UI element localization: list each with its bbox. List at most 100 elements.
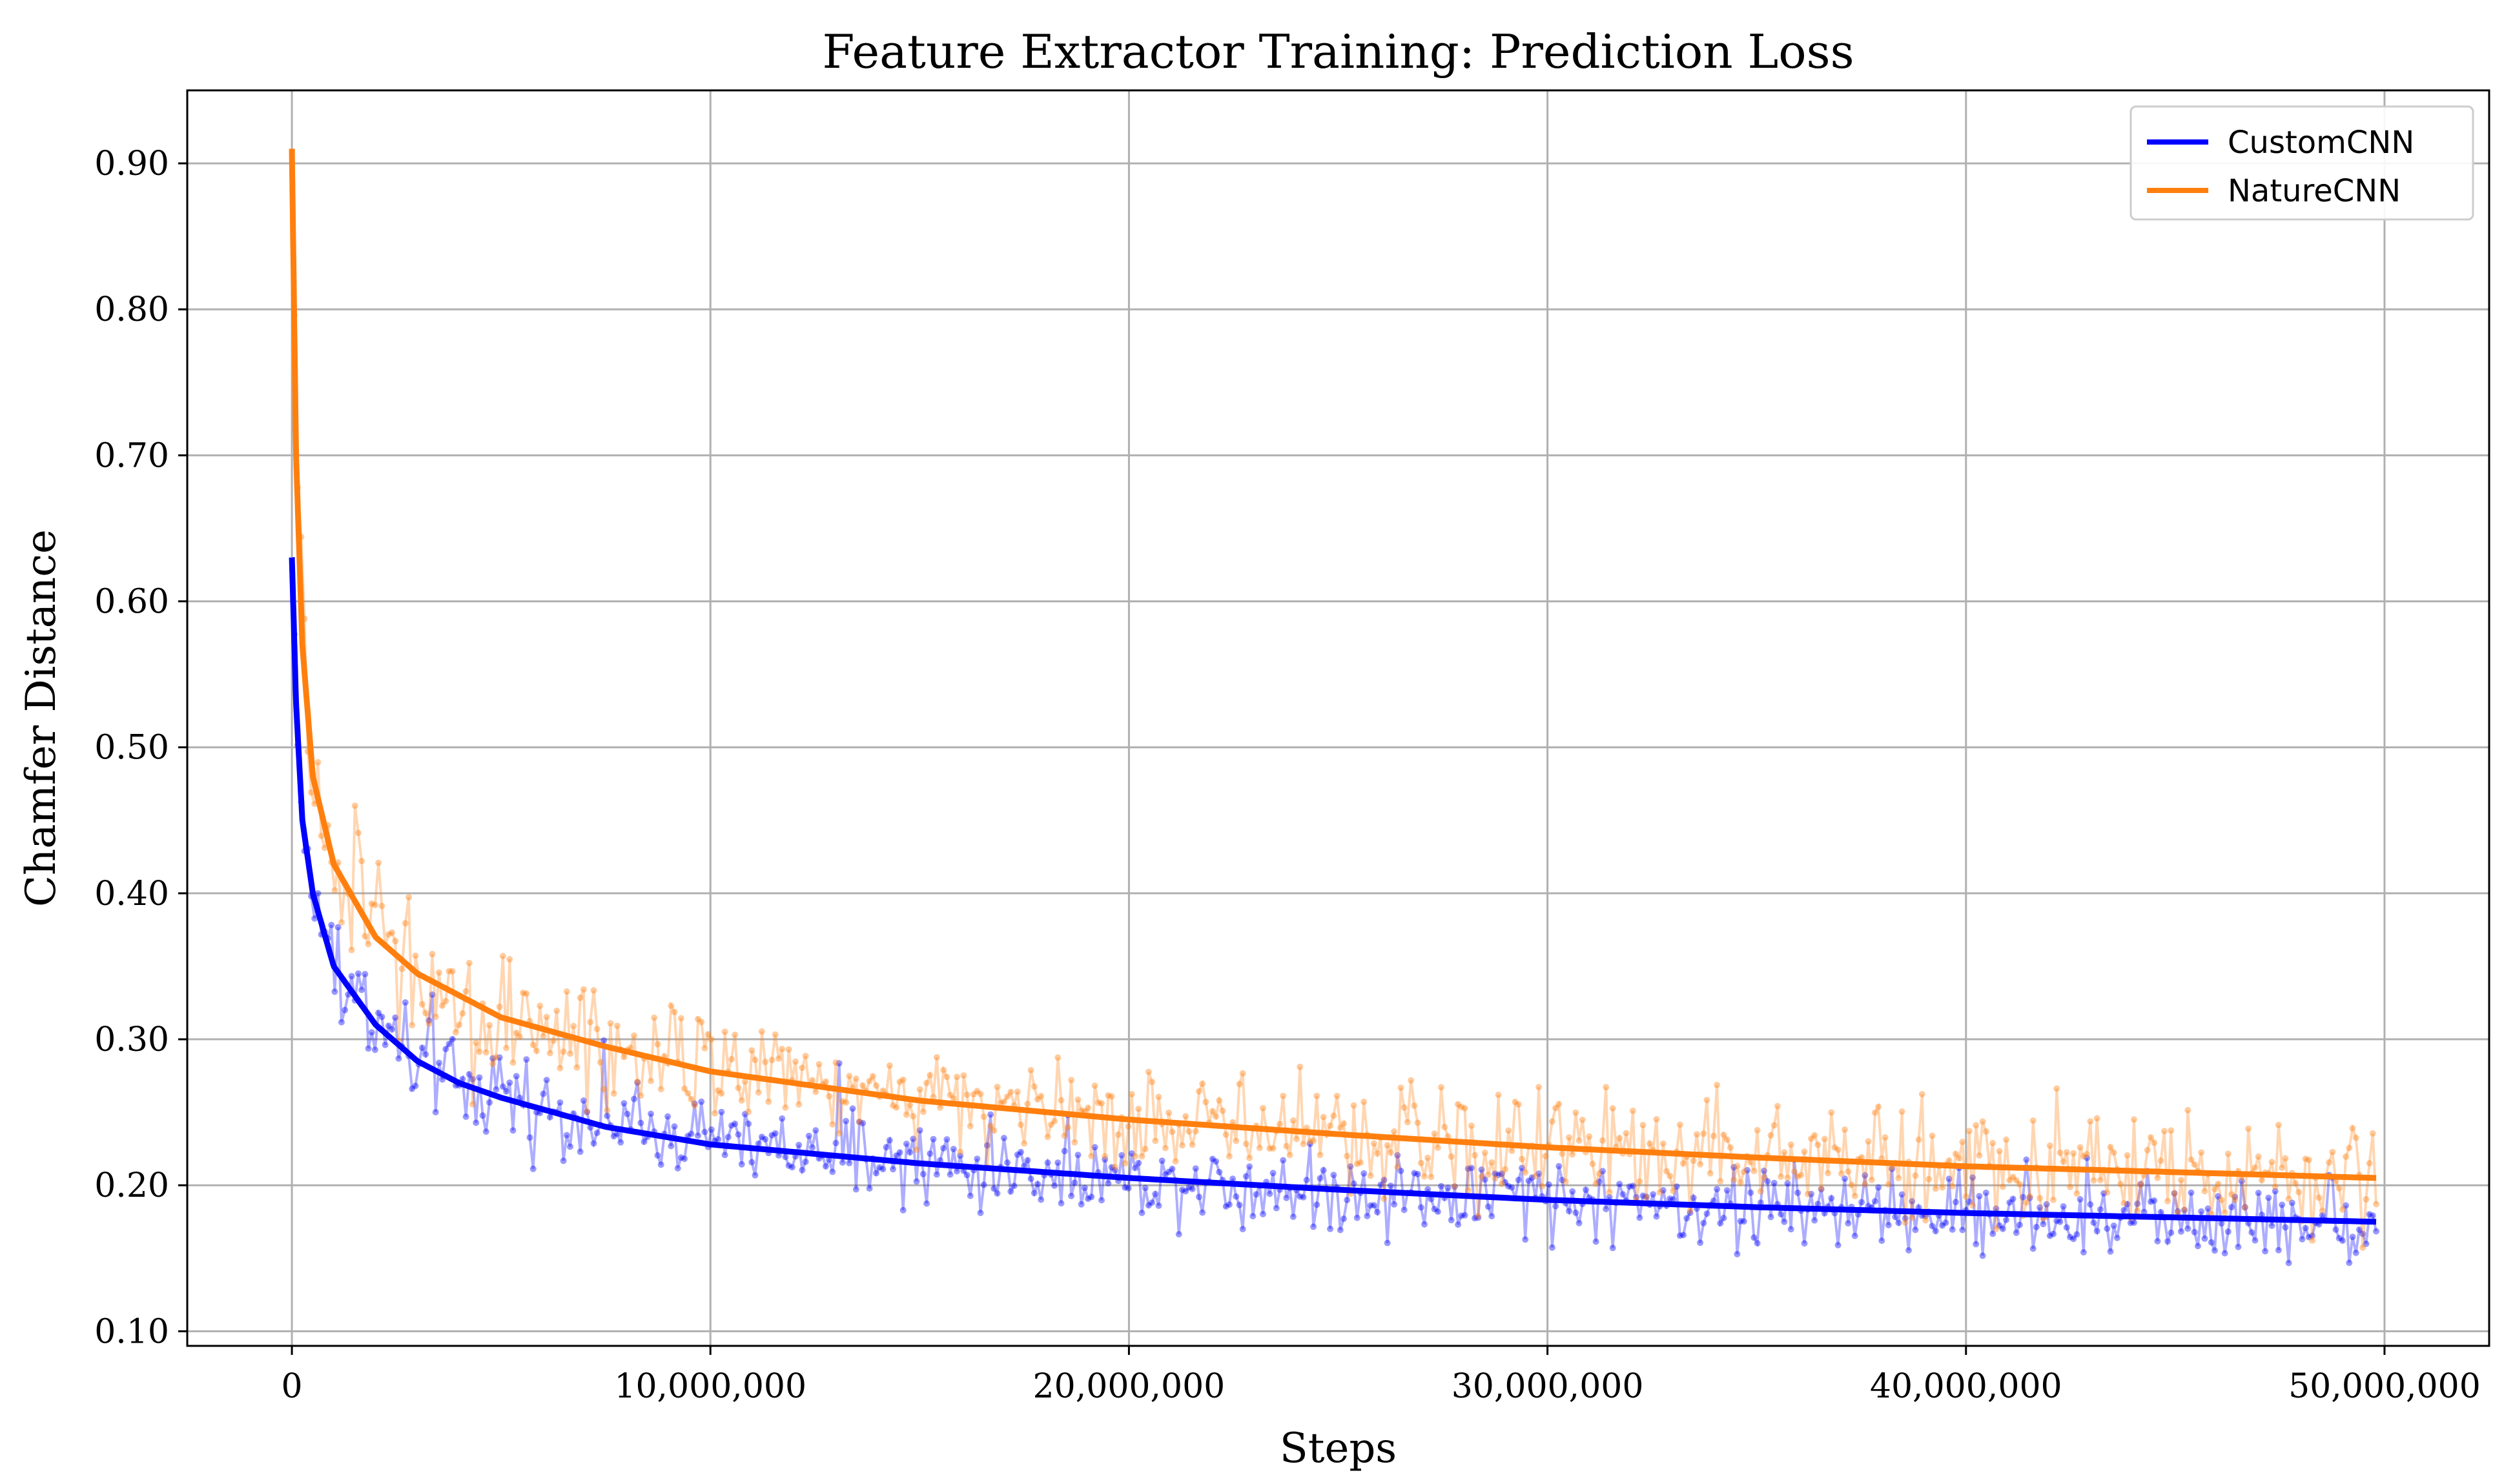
raw-point xyxy=(1138,1210,1145,1216)
raw-point xyxy=(688,1095,695,1103)
y-tick-label: 0.20 xyxy=(94,1166,169,1205)
raw-point xyxy=(698,1098,705,1105)
raw-point xyxy=(1108,1093,1115,1100)
raw-point xyxy=(2177,1228,2184,1235)
raw-point xyxy=(2288,1199,2295,1206)
legend-label-naturecnn: NatureCNN xyxy=(2228,173,2401,209)
raw-point xyxy=(2124,1152,2131,1159)
raw-point xyxy=(2252,1237,2259,1244)
raw-point xyxy=(516,1033,523,1041)
raw-point xyxy=(2232,1196,2239,1203)
raw-point xyxy=(1058,1200,1065,1207)
raw-point xyxy=(2285,1259,2292,1266)
raw-point xyxy=(1313,1201,1320,1208)
raw-point xyxy=(600,1037,608,1044)
raw-point xyxy=(974,1155,981,1163)
raw-point xyxy=(910,1135,917,1143)
raw-point xyxy=(435,1059,442,1066)
raw-point xyxy=(873,1170,879,1177)
raw-point xyxy=(1283,1194,1290,1201)
raw-point xyxy=(1680,1160,1687,1167)
raw-point xyxy=(2181,1206,2188,1214)
raw-point xyxy=(368,900,375,907)
raw-point xyxy=(1979,1252,1986,1259)
raw-point xyxy=(2252,1164,2259,1171)
raw-point xyxy=(1061,1132,1068,1139)
raw-point xyxy=(1915,1136,1922,1143)
raw-point xyxy=(634,1079,641,1086)
raw-point xyxy=(954,1073,960,1081)
raw-point xyxy=(1374,1150,1381,1157)
fit-curve-naturecnn xyxy=(289,146,2377,1181)
raw-point xyxy=(1505,1183,1512,1190)
raw-point xyxy=(1778,1211,1785,1217)
raw-point xyxy=(1740,1168,1747,1175)
raw-point xyxy=(2309,1237,2315,1244)
raw-point xyxy=(1484,1203,1492,1210)
raw-point xyxy=(1179,1186,1185,1194)
raw-point xyxy=(389,1026,395,1033)
raw-point xyxy=(1761,1174,1767,1181)
raw-point xyxy=(859,1120,867,1126)
raw-point xyxy=(2100,1190,2108,1197)
raw-point xyxy=(1710,1132,1717,1139)
raw-point xyxy=(550,1037,557,1044)
raw-point xyxy=(1539,1183,1546,1190)
raw-point xyxy=(1239,1226,1246,1233)
raw-point xyxy=(758,1133,765,1141)
raw-point xyxy=(378,902,385,910)
raw-point xyxy=(681,1155,688,1163)
raw-point xyxy=(718,1108,725,1115)
raw-point xyxy=(523,1056,530,1063)
raw-point xyxy=(429,991,436,998)
raw-point xyxy=(1603,1206,1610,1212)
raw-point xyxy=(1828,1195,1835,1202)
raw-point xyxy=(506,956,513,962)
raw-point xyxy=(506,1079,513,1086)
raw-point xyxy=(1384,1239,1391,1246)
raw-point xyxy=(409,1085,416,1092)
raw-point xyxy=(1885,1221,1892,1228)
raw-point xyxy=(1142,1146,1149,1152)
raw-point xyxy=(2070,1150,2077,1157)
raw-point xyxy=(775,1055,782,1062)
raw-point xyxy=(1862,1181,1869,1188)
raw-point xyxy=(1989,1230,1996,1237)
raw-point xyxy=(2131,1116,2137,1123)
raw-point xyxy=(2363,1240,2370,1247)
raw-point xyxy=(1834,1242,1842,1248)
raw-point xyxy=(351,802,358,809)
raw-point xyxy=(1394,1152,1401,1159)
raw-point xyxy=(1838,1170,1845,1177)
raw-point xyxy=(1196,1088,1202,1095)
raw-point xyxy=(1054,1159,1062,1166)
raw-point xyxy=(812,1127,819,1134)
raw-point xyxy=(631,1032,637,1039)
raw-point xyxy=(590,1140,597,1147)
raw-point xyxy=(2148,1198,2154,1205)
raw-point xyxy=(1027,1066,1034,1073)
raw-point xyxy=(2241,1204,2248,1212)
raw-point xyxy=(1034,1096,1041,1103)
raw-point xyxy=(768,1132,775,1139)
raw-point xyxy=(446,1041,453,1048)
raw-point xyxy=(1461,1212,1468,1219)
raw-point xyxy=(890,1102,896,1109)
raw-point xyxy=(2366,1160,2373,1167)
raw-point xyxy=(2120,1200,2128,1207)
raw-point xyxy=(546,1050,553,1057)
raw-point xyxy=(462,1113,469,1120)
raw-point xyxy=(1300,1141,1307,1148)
raw-point xyxy=(1152,1190,1159,1197)
raw-point xyxy=(1138,1153,1145,1160)
raw-point xyxy=(883,1144,890,1151)
raw-point xyxy=(701,1044,708,1052)
raw-point xyxy=(1528,1174,1535,1181)
raw-point xyxy=(409,1022,416,1029)
raw-point xyxy=(435,969,442,976)
raw-point xyxy=(1784,1174,1791,1181)
raw-point xyxy=(2171,1190,2178,1197)
raw-point xyxy=(1710,1197,1717,1204)
raw-point xyxy=(1387,1149,1394,1156)
raw-point xyxy=(1912,1172,1919,1179)
